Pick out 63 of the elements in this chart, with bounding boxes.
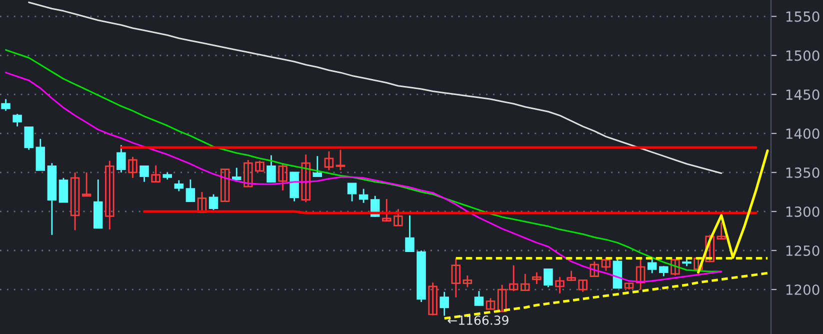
candlestick — [358, 188, 368, 204]
candlestick — [312, 155, 322, 178]
candlestick — [336, 149, 346, 171]
candlestick — [578, 279, 588, 293]
line-series — [28, 2, 722, 174]
candlestick — [601, 256, 611, 272]
candlestick — [128, 156, 138, 179]
candlestick — [428, 282, 438, 316]
y-tick-label: 1250 — [786, 245, 820, 256]
y-tick-label: 1300 — [786, 206, 820, 217]
candlestick — [382, 198, 392, 222]
candlestick — [301, 154, 310, 203]
candlestick — [474, 290, 484, 307]
candlestick — [670, 258, 680, 276]
candlestick — [555, 276, 564, 294]
candlestick — [12, 113, 22, 128]
candlestick — [70, 172, 80, 231]
candlestick — [266, 154, 276, 183]
y-tick-label: 1200 — [786, 284, 820, 295]
candlestick — [440, 291, 449, 316]
candlestick — [705, 234, 714, 263]
candlestick — [566, 270, 576, 282]
candlestick — [82, 172, 92, 197]
candlestick — [520, 273, 530, 291]
candlestick — [497, 284, 507, 312]
candlestick — [347, 182, 357, 202]
candlestick — [140, 166, 149, 183]
candlestick — [151, 164, 160, 183]
candlestick — [648, 256, 657, 274]
y-tick-label: 1350 — [786, 167, 820, 178]
annotation: ←1166.39 — [448, 315, 508, 325]
candlestick — [58, 177, 68, 203]
candlestick — [208, 194, 218, 211]
candlestick — [255, 160, 264, 172]
y-tick-label: 1550 — [786, 11, 820, 22]
candlestick — [508, 264, 518, 292]
candlestick — [24, 126, 34, 151]
candlestick — [232, 167, 242, 181]
candlestick — [659, 265, 668, 277]
candlestick — [486, 297, 496, 310]
candlestick — [405, 214, 414, 252]
candlestick — [36, 138, 46, 171]
candlestick — [636, 258, 646, 290]
candlestick — [716, 222, 726, 240]
y-tick-label: 1500 — [786, 50, 820, 61]
candlestick — [174, 180, 184, 192]
candlestick — [451, 258, 461, 298]
candlestick — [116, 144, 126, 174]
candlestick — [220, 168, 230, 202]
candlestick — [544, 268, 553, 288]
candlestick — [532, 272, 542, 285]
candlestick — [244, 159, 253, 188]
candlestick — [1, 98, 10, 112]
candlestick — [197, 191, 207, 214]
y-tick-label: 1400 — [786, 128, 820, 139]
candlestick — [590, 260, 600, 277]
candlestick — [105, 160, 114, 230]
candlestick — [324, 150, 334, 171]
candlestick — [394, 208, 403, 226]
candlestick — [186, 178, 196, 202]
candlestick — [278, 162, 288, 192]
y-tick-label: 1450 — [786, 89, 820, 100]
candlestick — [462, 274, 472, 288]
